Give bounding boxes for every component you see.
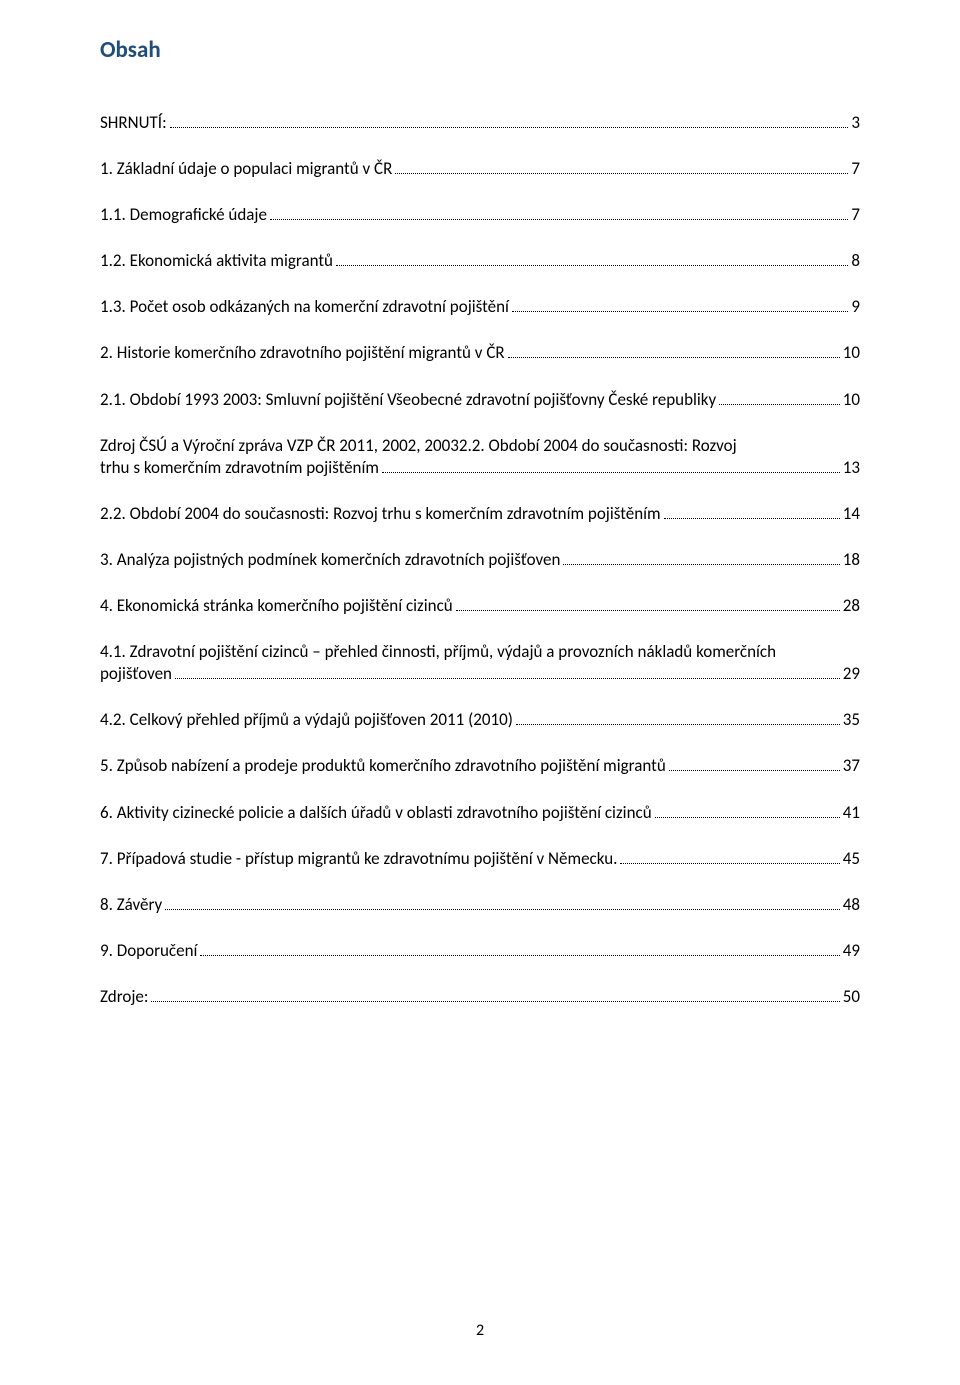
toc-leader-dots [336,254,848,267]
toc-leader-dots [563,552,839,565]
toc-entry-text: 3. Analýza pojistných podmínek komerčníc… [100,549,560,571]
toc-page-number: 45 [843,848,860,870]
toc-entry-text: 1.3. Počet osob odkázaných na komerční z… [100,296,509,318]
toc-entry-text: 4.2. Celkový přehled příjmů a výdajů poj… [100,709,513,731]
toc-page-number: 9 [851,296,860,318]
toc-leader-dots [719,392,840,405]
toc-entry-text: 7. Případová studie - přístup migrantů k… [100,848,617,870]
toc-leader-dots [655,805,840,818]
toc-leader-dots [165,897,840,910]
toc-entry-text: 2.2. Období 2004 do současnosti: Rozvoj … [100,503,661,525]
toc-entry[interactable]: 5. Způsob nabízení a prodeje produktů ko… [100,755,860,777]
toc-leader-dots [382,460,840,473]
toc-entry-text: 5. Způsob nabízení a prodeje produktů ko… [100,755,666,777]
toc-entry[interactable]: 1.1. Demografické údaje 7 [100,204,860,226]
toc-page-number: 10 [843,342,860,364]
toc-page-number: 8 [851,250,860,272]
toc-entry[interactable]: 8. Závěry 48 [100,894,860,916]
toc-leader-dots [175,666,840,679]
toc-leader-dots [270,207,848,220]
toc-entry-text-cont: trhu s komerčním zdravotním pojištěním [100,457,379,479]
toc-entry[interactable]: 6. Aktivity cizinecké policie a dalších … [100,802,860,824]
toc-entry-text: 4.1. Zdravotní pojištění cizinců – přehl… [100,641,776,662]
toc-page-number: 7 [851,158,860,180]
toc-leader-dots [669,759,840,772]
toc-leader-dots [508,346,840,359]
toc-entry[interactable]: 1.2. Ekonomická aktivita migrantů 8 [100,250,860,272]
toc-entry-text: 4. Ekonomická stránka komerčního pojiště… [100,595,453,617]
toc-entry[interactable]: 7. Případová studie - přístup migrantů k… [100,848,860,870]
toc-entry[interactable]: 4. Ekonomická stránka komerčního pojiště… [100,595,860,617]
toc-entry[interactable]: 9. Doporučení 49 [100,940,860,962]
toc-page-number: 41 [843,802,860,824]
toc-leader-dots [151,989,839,1002]
toc-page-number: 35 [843,709,860,731]
toc-entry[interactable]: 4.2. Celkový přehled příjmů a výdajů poj… [100,709,860,731]
toc-entry-text: Zdroje: [100,986,148,1008]
toc-entry[interactable]: 2.1. Období 1993 2003: Smluvní pojištění… [100,389,860,411]
toc-entry-text: 2.1. Období 1993 2003: Smluvní pojištění… [100,389,716,411]
toc-entry[interactable]: 3. Analýza pojistných podmínek komerčníc… [100,549,860,571]
toc-entry-text: 2. Historie komerčního zdravotního pojiš… [100,342,505,364]
toc-entry-text: Zdroj ČSÚ a Výroční zpráva VZP ČR 2011, … [100,435,737,456]
toc-leader-dots [516,713,840,726]
toc-title: Obsah [100,36,860,64]
toc-entry-text: SHRNUTÍ: [100,112,167,134]
toc-page-number: 10 [843,389,860,411]
toc-entry[interactable]: 4.1. Zdravotní pojištění cizinců – přehl… [100,641,860,685]
toc-entry[interactable]: 2. Historie komerčního zdravotního pojiš… [100,342,860,364]
toc-page-number: 13 [843,457,860,479]
toc-entry[interactable]: 2.2. Období 2004 do současnosti: Rozvoj … [100,503,860,525]
toc-entry-text: 1.1. Demografické údaje [100,204,267,226]
toc-entry-text: 6. Aktivity cizinecké policie a dalších … [100,802,652,824]
toc-leader-dots [456,598,840,611]
toc-page-number: 14 [843,503,860,525]
toc-container: SHRNUTÍ: 3 1. Základní údaje o populaci mi… [100,112,860,1008]
toc-entry-text: 8. Závěry [100,894,162,916]
toc-page-number: 50 [843,986,860,1008]
toc-page-number: 7 [851,204,860,226]
page-number-footer: 2 [0,1321,960,1340]
toc-leader-dots [395,161,848,174]
toc-entry[interactable]: 1. Základní údaje o populaci migrantů v … [100,158,860,180]
toc-page-number: 48 [843,894,860,916]
toc-page-number: 29 [843,663,860,685]
toc-page-number: 49 [843,940,860,962]
toc-leader-dots [512,300,848,313]
toc-page-number: 37 [843,755,860,777]
toc-leader-dots [200,943,839,956]
toc-entry[interactable]: SHRNUTÍ: 3 [100,112,860,134]
toc-entry[interactable]: 1.3. Počet osob odkázaných na komerční z… [100,296,860,318]
toc-entry-text: 1. Základní údaje o populaci migrantů v … [100,158,392,180]
toc-entry[interactable]: Zdroje: 50 [100,986,860,1008]
toc-entry[interactable]: Zdroj ČSÚ a Výroční zpráva VZP ČR 2011, … [100,435,860,479]
toc-page-number: 28 [843,595,860,617]
toc-leader-dots [170,115,849,128]
toc-leader-dots [620,851,839,864]
toc-page-number: 3 [851,112,860,134]
toc-entry-text: 9. Doporučení [100,940,197,962]
toc-page-number: 18 [843,549,860,571]
toc-leader-dots [664,506,840,519]
toc-entry-text: 1.2. Ekonomická aktivita migrantů [100,250,333,272]
toc-entry-text-cont: pojišťoven [100,663,172,685]
